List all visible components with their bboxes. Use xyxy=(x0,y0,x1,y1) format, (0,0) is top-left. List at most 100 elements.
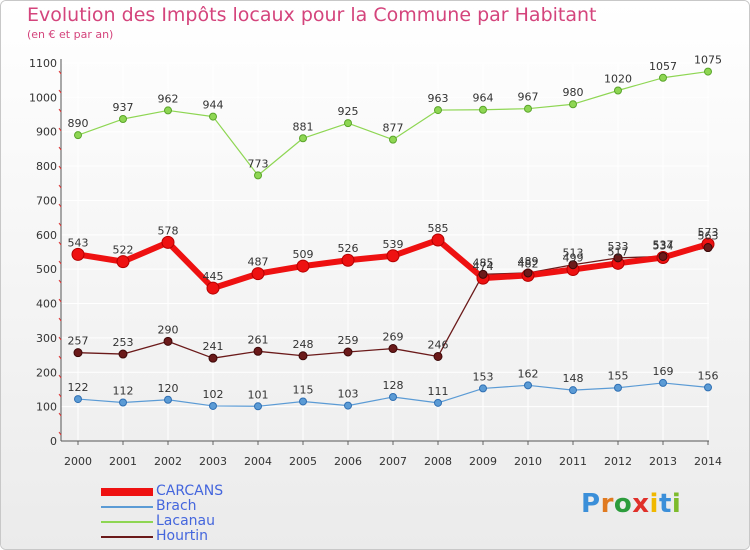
axis-decoration xyxy=(58,108,62,113)
data-label-carcans: 526 xyxy=(338,242,359,255)
legend-label: CARCANS xyxy=(156,483,224,499)
data-label-hourtin: 241 xyxy=(203,340,224,353)
x-tick-label: 2001 xyxy=(109,455,137,468)
axis-decoration xyxy=(58,70,62,75)
y-tick-label: 100 xyxy=(36,401,57,414)
data-label-brach: 153 xyxy=(473,370,494,383)
data-label-carcans: 585 xyxy=(428,222,449,235)
axis-decoration xyxy=(58,165,62,170)
data-label-carcans: 534 xyxy=(653,239,674,252)
data-point-lacanau xyxy=(569,100,577,109)
data-point-carcans xyxy=(206,281,220,295)
data-point-hourtin xyxy=(658,251,668,261)
data-point-brach xyxy=(569,386,577,395)
logo-letter: i xyxy=(649,489,659,519)
axis-decoration xyxy=(58,298,62,303)
y-tick-label: 600 xyxy=(36,229,57,242)
data-point-hourtin xyxy=(523,268,533,278)
axis-decoration xyxy=(58,184,62,189)
y-tick-label: 1000 xyxy=(29,91,57,104)
data-label-carcans: 482 xyxy=(518,257,539,270)
data-label-lacanau: 773 xyxy=(248,157,269,170)
data-point-lacanau xyxy=(119,115,127,124)
data-label-carcans: 487 xyxy=(248,256,269,269)
data-point-brach xyxy=(389,393,397,402)
x-tick-label: 2011 xyxy=(559,455,587,468)
data-point-brach xyxy=(299,397,307,406)
data-point-carcans xyxy=(251,267,265,281)
data-label-brach: 162 xyxy=(518,367,539,380)
axis-decoration xyxy=(58,260,62,265)
y-tick-label: 700 xyxy=(36,194,57,207)
data-point-hourtin xyxy=(253,346,263,356)
data-point-lacanau xyxy=(524,104,532,113)
data-label-lacanau: 890 xyxy=(68,117,89,130)
data-point-brach xyxy=(434,398,442,407)
axis-decoration xyxy=(58,374,62,379)
data-label-lacanau: 962 xyxy=(158,92,179,105)
legend-swatch xyxy=(101,488,153,496)
axis-decoration xyxy=(58,317,62,322)
data-point-carcans xyxy=(296,259,310,273)
data-point-lacanau xyxy=(479,105,487,114)
data-label-lacanau: 881 xyxy=(293,120,314,133)
y-tick-label: 1100 xyxy=(29,57,57,70)
x-tick-label: 2006 xyxy=(334,455,362,468)
data-label-carcans: 517 xyxy=(608,245,629,258)
data-label-carcans: 509 xyxy=(293,248,314,261)
data-label-hourtin: 563 xyxy=(698,230,719,243)
legend-label: Lacanau xyxy=(156,513,215,529)
data-point-lacanau xyxy=(344,119,352,128)
axis-decoration xyxy=(58,279,62,284)
data-point-lacanau xyxy=(434,106,442,115)
data-label-hourtin: 485 xyxy=(473,256,494,269)
data-label-brach: 111 xyxy=(428,385,449,398)
x-tick-label: 2005 xyxy=(289,455,317,468)
data-point-carcans xyxy=(341,253,355,267)
data-label-lacanau: 937 xyxy=(113,101,134,114)
x-tick-label: 2000 xyxy=(64,455,92,468)
x-tick-label: 2003 xyxy=(199,455,227,468)
x-tick-label: 2014 xyxy=(694,455,722,468)
data-label-lacanau: 877 xyxy=(383,122,404,135)
data-label-brach: 169 xyxy=(653,365,674,378)
axis-decoration xyxy=(58,431,62,436)
y-tick-label: 300 xyxy=(36,332,57,345)
data-label-carcans: 543 xyxy=(68,236,89,249)
y-tick-label: 200 xyxy=(36,366,57,379)
data-point-carcans xyxy=(386,249,400,263)
data-point-lacanau xyxy=(164,106,172,115)
data-label-hourtin: 290 xyxy=(158,323,179,336)
data-label-hourtin: 257 xyxy=(68,335,89,348)
data-label-hourtin: 537 xyxy=(653,238,674,251)
legend-swatch xyxy=(101,521,153,523)
data-label-lacanau: 963 xyxy=(428,92,449,105)
x-tick-label: 2010 xyxy=(514,455,542,468)
data-label-hourtin: 261 xyxy=(248,333,269,346)
data-label-lacanau: 925 xyxy=(338,105,359,118)
data-label-hourtin: 513 xyxy=(563,247,584,260)
data-label-lacanau: 967 xyxy=(518,91,539,104)
data-label-carcans: 474 xyxy=(473,260,494,273)
data-point-hourtin xyxy=(478,269,488,279)
axis-decoration xyxy=(58,222,62,227)
data-label-lacanau: 964 xyxy=(473,92,494,105)
data-point-lacanau xyxy=(614,86,622,95)
data-label-brach: 128 xyxy=(383,379,404,392)
data-point-brach xyxy=(254,402,262,411)
axis-decoration xyxy=(58,412,62,417)
data-label-hourtin: 489 xyxy=(518,255,539,268)
data-label-brach: 102 xyxy=(203,388,224,401)
data-point-lacanau xyxy=(299,134,307,143)
data-point-brach xyxy=(344,401,352,410)
data-label-hourtin: 248 xyxy=(293,338,314,351)
data-label-lacanau: 980 xyxy=(563,86,584,99)
data-label-carcans: 539 xyxy=(383,238,404,251)
chart-subtitle: (en € et par an) xyxy=(27,28,114,41)
data-point-carcans xyxy=(71,247,85,261)
data-point-lacanau xyxy=(389,135,397,144)
y-tick-label: 500 xyxy=(36,263,57,276)
data-point-hourtin xyxy=(433,351,443,361)
